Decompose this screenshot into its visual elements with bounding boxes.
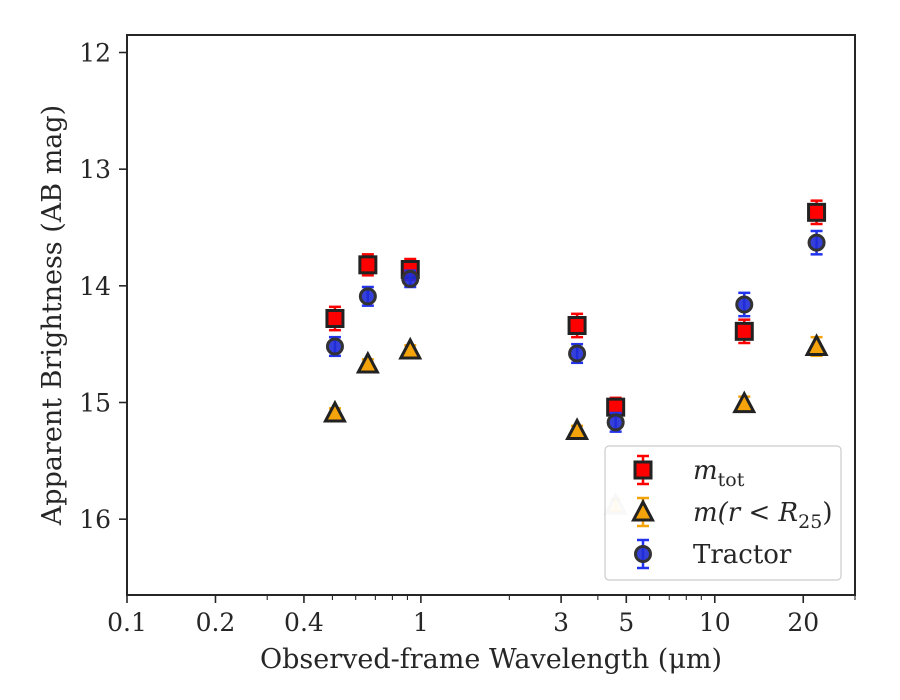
data-point-triangle (804, 333, 829, 356)
x-axis-label: Observed-frame Wavelength (μm) (260, 644, 722, 675)
plot-frame (126, 34, 856, 596)
legend-marker-triangle (631, 498, 655, 522)
y-tick-label: 12 (79, 39, 111, 68)
x-tick-label: 0.1 (107, 608, 147, 637)
legend: mtot m(r < R25) Tractor (604, 445, 842, 581)
legend-label-main: m(r < R (693, 498, 798, 528)
data-point-circle (401, 269, 420, 288)
legend-label-main: Tractor (693, 540, 792, 570)
legend-label-tail: ) (822, 498, 832, 528)
data-point-triangle (355, 350, 380, 374)
data-point-square (325, 309, 345, 328)
data-point-triangle (398, 336, 423, 360)
legend-box (604, 445, 842, 581)
data-point-square (358, 255, 378, 275)
y-tick-label: 14 (79, 272, 111, 301)
x-tick-label: 0.4 (284, 608, 324, 637)
data-point-square (807, 202, 827, 222)
legend-marker-circle (634, 545, 652, 563)
series-circle (325, 229, 826, 433)
x-tick-label: 5 (618, 608, 634, 637)
x-tick-label: 3 (553, 608, 569, 637)
legend-label-main: m (693, 456, 718, 486)
data-point-circle (358, 287, 377, 306)
data-point-square (734, 321, 754, 341)
data-point-triangle (322, 399, 347, 423)
x-tick-label: 0.2 (196, 608, 236, 637)
data-point-circle (325, 337, 344, 356)
y-tick-label: 15 (79, 389, 111, 418)
x-tick-label: 20 (787, 608, 819, 637)
x-tick-label: 10 (699, 608, 731, 637)
data-point-triangle (565, 417, 590, 440)
data-point-triangle (732, 390, 757, 414)
data-point-circle (735, 295, 754, 314)
legend-label-sub: 25 (798, 511, 822, 533)
legend-label: m(r < R25) (693, 498, 832, 533)
data-point-circle (807, 233, 826, 252)
legend-label: mtot (693, 456, 745, 491)
data-point-square (567, 316, 587, 335)
legend-label-sub: tot (718, 469, 745, 491)
series-square (325, 199, 827, 418)
data-point-circle (606, 413, 625, 432)
legend-label: Tractor (693, 540, 792, 570)
data-point-circle (568, 344, 587, 363)
y-tick-label: 13 (79, 155, 111, 184)
y-axis-label: Apparent Brightness (AB mag) (37, 105, 68, 526)
y-tick-label: 16 (79, 505, 111, 534)
legend-marker-square (633, 460, 653, 480)
x-tick-label: 1 (413, 608, 429, 637)
